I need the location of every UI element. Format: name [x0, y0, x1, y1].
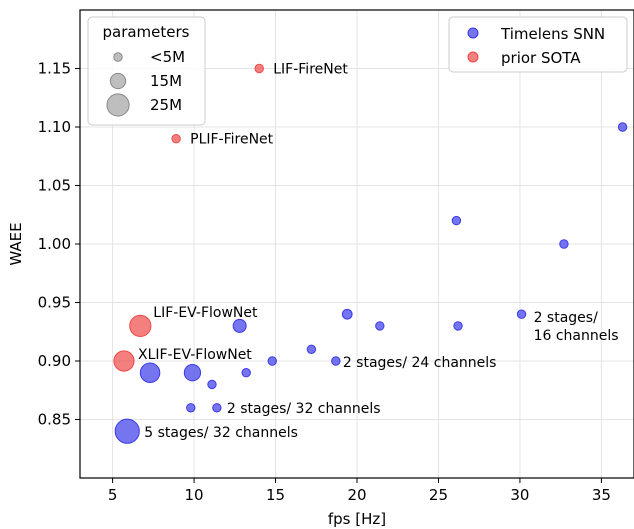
snn-point: [331, 356, 341, 366]
size-legend-label: 15M: [150, 72, 182, 90]
size-legend-label: <5M: [150, 48, 185, 66]
legend-marker-snn: [467, 27, 479, 39]
snn-point: [617, 122, 628, 132]
color-legend: Timelens SNN prior SOTA: [448, 16, 628, 73]
sota-point: [113, 350, 135, 372]
snn-point: [516, 309, 527, 319]
snn-point: [306, 344, 317, 354]
snn-point: [453, 321, 463, 331]
size-legend-marker: [113, 52, 123, 62]
snn-point: [559, 239, 569, 249]
snn-point: [232, 318, 247, 333]
point-annotation: 16 channels: [534, 328, 619, 344]
x-tick-label: 20: [347, 486, 366, 504]
snn-point: [375, 321, 385, 331]
y-tick-label: 1.10: [38, 118, 71, 136]
y-axis-label: WAEE: [7, 222, 25, 265]
y-tick-label: 0.90: [38, 352, 71, 370]
y-tick-label: 0.95: [38, 294, 71, 312]
snn-point: [114, 418, 140, 444]
snn-point: [212, 403, 222, 413]
snn-point: [186, 403, 196, 413]
sota-point: [254, 63, 264, 74]
y-tick-label: 1.05: [38, 177, 71, 195]
sota-point: [171, 134, 181, 144]
x-tick-label: 15: [266, 486, 285, 504]
color-legend-label: prior SOTA: [501, 49, 581, 67]
point-annotation: LIF-FireNet: [273, 62, 348, 78]
y-tick-label: 1.00: [38, 235, 71, 253]
size-legend-title: parameters: [102, 23, 189, 41]
x-tick-label: 25: [429, 486, 448, 504]
point-annotation: LIF-EV-FlowNet: [153, 305, 258, 321]
y-tick-label: 0.85: [38, 411, 71, 429]
snn-point: [451, 215, 462, 226]
point-annotation: 2 stages/ 24 channels: [343, 355, 497, 371]
x-tick-label: 10: [185, 486, 204, 504]
point-annotation: 2 stages/: [534, 310, 599, 326]
point-annotation: 5 stages/ 32 channels: [144, 425, 298, 441]
point-annotation: XLIF-EV-FlowNet: [138, 347, 252, 363]
point-annotations: LIF-FireNet PLIF-FireNet LIF-EV-FlowNet XLI…: [138, 62, 619, 442]
size-legend-marker: [106, 93, 130, 117]
point-annotation: 2 stages/ 32 channels: [227, 401, 381, 417]
size-legend: parameters <5M 15M 25M: [87, 16, 206, 126]
snn-point: [267, 356, 277, 366]
legend-marker-sota: [467, 51, 479, 63]
snn-point: [241, 368, 251, 378]
x-tick-label: 30: [510, 486, 529, 504]
point-annotation: PLIF-FireNet: [190, 132, 274, 148]
sota-point: [129, 314, 152, 337]
axis-ticks: 5 10 15 20 25 30 35 0.85 0.90 0.95 1.00 1.05 1.10 1.1…: [38, 60, 611, 505]
x-axis-label: fps [Hz]: [328, 510, 386, 528]
snn-point: [139, 362, 161, 383]
size-legend-marker: [109, 72, 127, 90]
x-tick-label: 5: [108, 486, 118, 504]
x-tick-label: 35: [592, 486, 611, 504]
snn-point: [207, 379, 217, 390]
color-legend-frame: [448, 16, 628, 73]
y-tick-label: 1.15: [38, 60, 71, 78]
color-legend-label: Timelens SNN: [500, 25, 605, 43]
snn-point: [183, 364, 202, 382]
data-points: [113, 63, 628, 444]
snn-point: [341, 308, 353, 320]
size-legend-label: 25M: [150, 96, 182, 114]
